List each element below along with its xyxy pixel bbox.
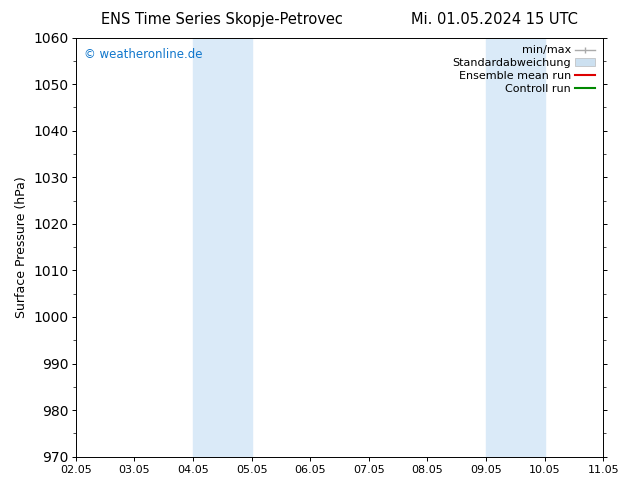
Text: © weatheronline.de: © weatheronline.de	[84, 48, 202, 61]
Bar	[515, 38, 545, 457]
Y-axis label: Surface Pressure (hPa): Surface Pressure (hPa)	[15, 176, 28, 318]
Text: ENS Time Series Skopje-Petrovec: ENS Time Series Skopje-Petrovec	[101, 12, 343, 27]
Text: Mi. 01.05.2024 15 UTC: Mi. 01.05.2024 15 UTC	[411, 12, 578, 27]
Bar	[486, 38, 515, 457]
Bar	[193, 38, 223, 457]
Legend: min/max, Standardabweichung, Ensemble mean run, Controll run: min/max, Standardabweichung, Ensemble me…	[450, 43, 598, 96]
Bar	[223, 38, 252, 457]
